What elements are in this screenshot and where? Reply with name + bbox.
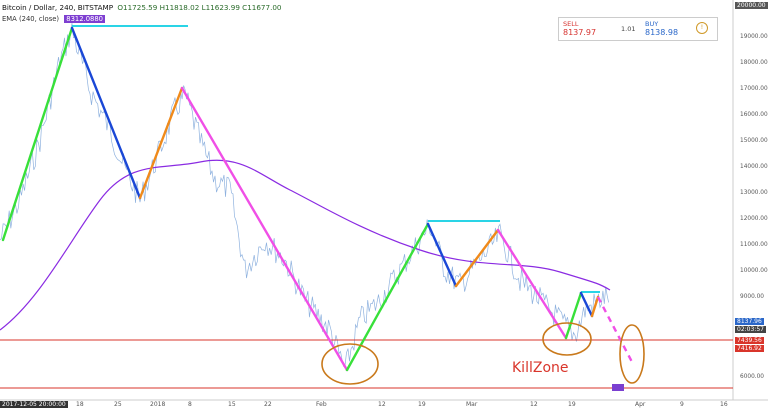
time-tick-label: 15 xyxy=(228,401,236,408)
swing-down-4 xyxy=(496,228,568,340)
symbol-label[interactable]: Bitcoin / Dollar, 240, BITSTAMP xyxy=(2,3,114,12)
price-tick-label: 14000.00 xyxy=(740,164,768,170)
highlight-ellipse-mar xyxy=(542,322,592,356)
time-tick-label: 19 xyxy=(418,401,426,408)
time-tick-label: 22 xyxy=(264,401,272,408)
time-axis-start: 2017-12-05 20:00:00 xyxy=(0,401,68,408)
buy-label[interactable]: BUY xyxy=(645,20,659,28)
time-tick-label: 12 xyxy=(378,401,386,408)
price-tick-label: 13000.00 xyxy=(740,190,768,196)
price-tick-label: 18000.00 xyxy=(740,60,768,66)
ema-legend[interactable]: EMA (240, close) 8312.0880 xyxy=(2,15,106,23)
price-tick-label: 11000.00 xyxy=(740,242,768,248)
price-tag: 02:03:57 xyxy=(735,326,766,333)
buy-price[interactable]: 8138.98 xyxy=(645,28,679,37)
ema-line xyxy=(0,159,611,331)
time-tick-label: 2018 xyxy=(150,401,166,408)
chart-header: Bitcoin / Dollar, 240, BITSTAMP O11725.5… xyxy=(2,3,282,12)
trade-panel: SELL 8137.97 1.01 BUY 8138.98 ! xyxy=(558,17,718,41)
killzone-annotation: KillZone xyxy=(512,360,569,376)
time-tick-label: 12 xyxy=(530,401,538,408)
price-tag: 7416.92 xyxy=(735,345,764,352)
price-tick-label: 10000.00 xyxy=(740,268,768,274)
time-tick-label: 25 xyxy=(114,401,122,408)
ema-value: 8312.0880 xyxy=(64,15,106,23)
ema-label: EMA (240, close) xyxy=(2,15,60,23)
price-tick-label: 19000.00 xyxy=(740,34,768,40)
time-tick-label: 19 xyxy=(568,401,576,408)
time-tick-label: Feb xyxy=(316,401,327,408)
swing-down-5 xyxy=(579,291,594,318)
projected-swing-dashed xyxy=(596,296,634,363)
time-tick-label: 16 xyxy=(720,401,728,408)
swing-down-3 xyxy=(426,222,458,288)
time-tick-label: 8 xyxy=(188,401,192,408)
swing-up-4 xyxy=(454,228,500,288)
time-tick-label: 18 xyxy=(76,401,84,408)
swing-up-6 xyxy=(590,295,600,318)
highlight-ellipse-feb xyxy=(321,343,379,385)
ohlc-readout: O11725.59 H11818.02 L11623.99 C11677.00 xyxy=(117,3,282,12)
swing-up-1 xyxy=(1,26,74,242)
price-tick-label: 12000.00 xyxy=(740,216,768,222)
price-tick-label: 6000.00 xyxy=(740,374,764,380)
price-tick-label: 17000.00 xyxy=(740,86,768,92)
price-series-line xyxy=(0,23,609,367)
swing-up-5 xyxy=(564,291,583,340)
swing-down-2 xyxy=(180,86,349,372)
sell-price[interactable]: 8137.97 xyxy=(563,28,597,37)
price-tick-label: 16000.00 xyxy=(740,112,768,118)
time-tick-label: 9 xyxy=(680,401,684,408)
sell-label[interactable]: SELL xyxy=(563,20,579,28)
trade-settings-icon[interactable]: ! xyxy=(696,22,708,34)
event-marker xyxy=(612,384,624,391)
price-tag: 7439.56 xyxy=(735,337,764,344)
swing-up-3 xyxy=(345,222,430,372)
price-tag-top: 20000.00 xyxy=(735,2,768,9)
price-tag: 8137.96 xyxy=(735,318,764,325)
time-tick-label: Mar xyxy=(466,401,478,408)
swing-down-1 xyxy=(70,26,142,200)
price-tick-label: 9000.00 xyxy=(740,294,764,300)
time-tick-label: Apr xyxy=(635,401,646,408)
spread-value: 1.01 xyxy=(621,25,636,33)
price-tick-label: 15000.00 xyxy=(740,138,768,144)
swing-up-2 xyxy=(138,86,184,200)
highlight-ellipse-apr xyxy=(619,324,645,384)
